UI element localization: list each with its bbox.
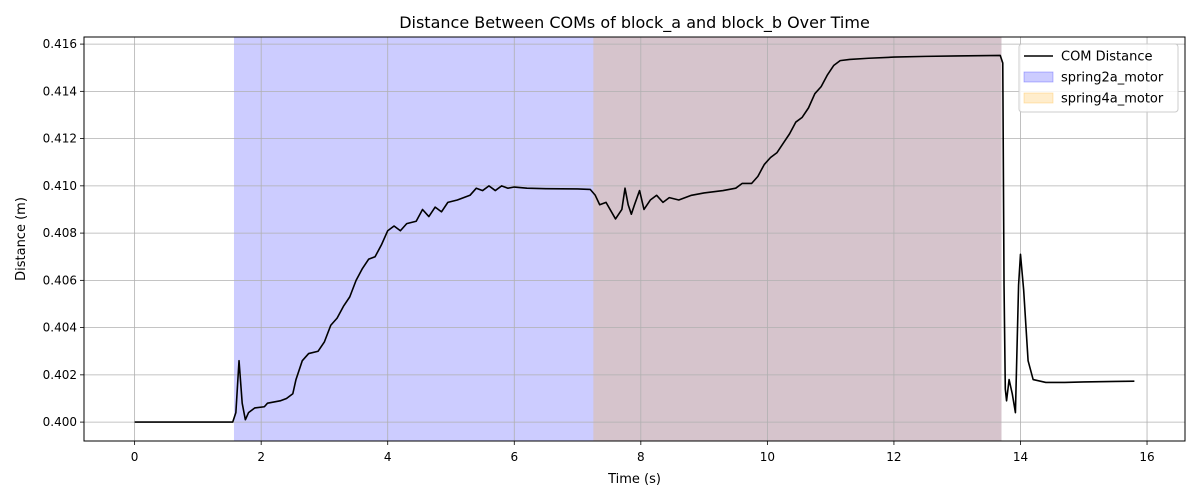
x-tick-label: 4 [384, 450, 392, 464]
x-tick-label: 14 [1013, 450, 1028, 464]
x-tick-label: 12 [886, 450, 901, 464]
x-tick-label: 10 [760, 450, 775, 464]
x-axis-ticks: 0 2 4 6 8 10 12 14 16 [131, 441, 1155, 464]
y-axis-label: Distance (m) [14, 197, 29, 281]
chart-title: Distance Between COMs of block_a and blo… [399, 13, 870, 33]
x-tick-label: 16 [1139, 450, 1154, 464]
y-tick-label: 0.408 [43, 226, 77, 240]
y-tick-label: 0.404 [43, 321, 77, 335]
series-line-com-distance [134, 54, 1135, 423]
y-tick-label: 0.416 [43, 37, 77, 51]
y-tick-label: 0.402 [43, 368, 77, 382]
legend-label-com-distance: COM Distance [1061, 50, 1153, 65]
series-layer [134, 54, 1135, 423]
highlight-spans [233, 37, 1002, 441]
grid [84, 37, 1185, 441]
x-tick-label: 8 [637, 450, 645, 464]
span-spring4a_motor [593, 37, 1002, 441]
y-axis-ticks: 0.400 0.402 0.404 0.406 0.408 0.410 0.412 0.414… [43, 37, 84, 429]
plot-frame [83, 36, 1186, 442]
legend-swatch-spring2a-motor [1023, 71, 1054, 83]
legend-label-spring2a-motor: spring2a_motor [1061, 71, 1164, 86]
y-tick-label: 0.412 [43, 132, 77, 146]
y-tick-label: 0.406 [43, 273, 77, 287]
legend-label-spring4a-motor: spring4a_motor [1061, 92, 1164, 107]
x-tick-label: 0 [131, 450, 139, 464]
legend-swatch-spring4a-motor [1023, 92, 1054, 104]
x-tick-label: 2 [257, 450, 265, 464]
legend: COM Distance spring2a_motor spring4a_motor [1018, 43, 1179, 113]
y-tick-label: 0.410 [43, 179, 77, 193]
legend-box [1018, 43, 1179, 113]
span-spring2a_motor [233, 37, 1002, 441]
x-tick-label: 6 [510, 450, 518, 464]
x-axis-label: Time (s) [607, 472, 661, 487]
y-tick-label: 0.400 [43, 415, 77, 429]
y-tick-label: 0.414 [43, 84, 77, 98]
